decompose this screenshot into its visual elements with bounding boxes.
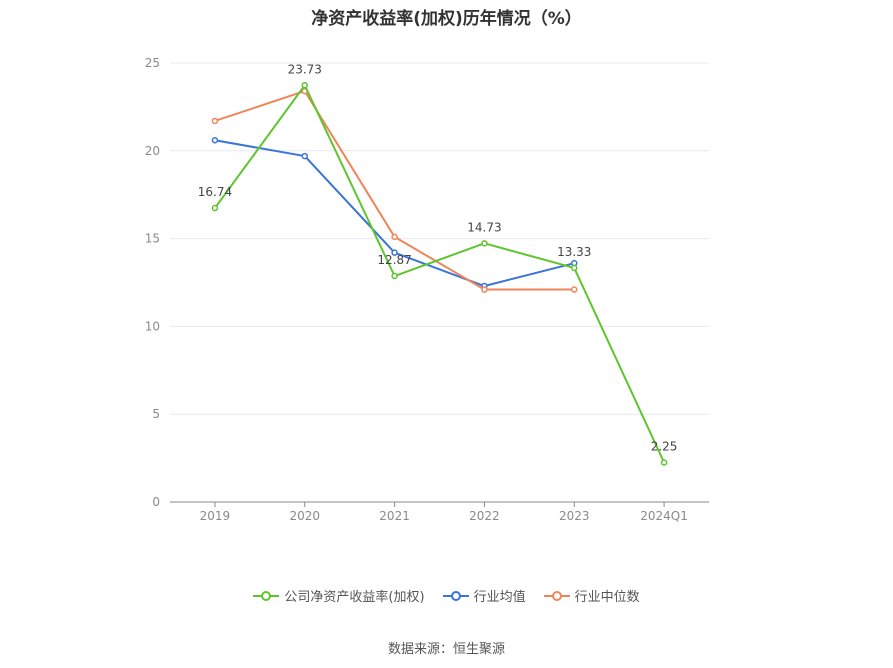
y-tick-label: 5 [152,407,160,421]
x-tick-label: 2023 [559,509,590,523]
data-point [211,137,219,144]
data-point [391,272,398,280]
y-tick-label: 20 [145,144,160,158]
data-point [481,240,488,247]
y-tick-label: 10 [145,319,160,333]
series-line [214,84,665,463]
x-tick-label: 2020 [289,509,320,523]
data-label: 16.74 [198,185,232,199]
x-tick-label: 2019 [200,509,231,523]
legend-swatch [543,590,570,601]
data-label: 12.87 [377,253,411,267]
data-label: 23.73 [288,62,322,76]
legend-label: 公司净资产收益率(加权) [284,590,425,605]
legend-item[interactable]: 行业中位数 [543,586,640,605]
legend-item[interactable]: 行业均值 [442,586,526,605]
x-tick-label: 2021 [379,509,410,523]
data-point [211,204,219,212]
data-point [391,249,398,256]
legend: 公司净资产收益率(加权) 行业均值 行业中位数 [0,586,893,605]
data-point [391,233,398,241]
legend-label: 行业均值 [473,590,526,605]
x-tick-label: 2024Q1 [640,509,688,523]
data-point [571,264,578,272]
data-label: 13.33 [557,245,591,259]
chart-title: 净资产收益率(加权)历年情况（%） [311,9,582,29]
data-point [301,152,308,160]
data-point [481,286,488,293]
y-tick-label: 0 [152,495,160,509]
data-point [211,117,219,125]
legend-swatch [442,590,469,601]
data-label: 14.73 [467,220,501,234]
data-point [660,459,668,466]
y-tick-label: 25 [145,56,160,70]
legend-swatch [253,590,280,601]
source-note: 数据来源：恒生聚源 [387,642,505,657]
y-tick-label: 15 [145,232,160,246]
data-label: 2.25 [651,439,678,453]
data-point [571,286,578,293]
data-point [301,82,308,89]
legend-label: 行业中位数 [574,590,640,605]
x-tick-label: 2022 [469,509,500,523]
legend-item[interactable]: 公司净资产收益率(加权) [253,586,425,605]
